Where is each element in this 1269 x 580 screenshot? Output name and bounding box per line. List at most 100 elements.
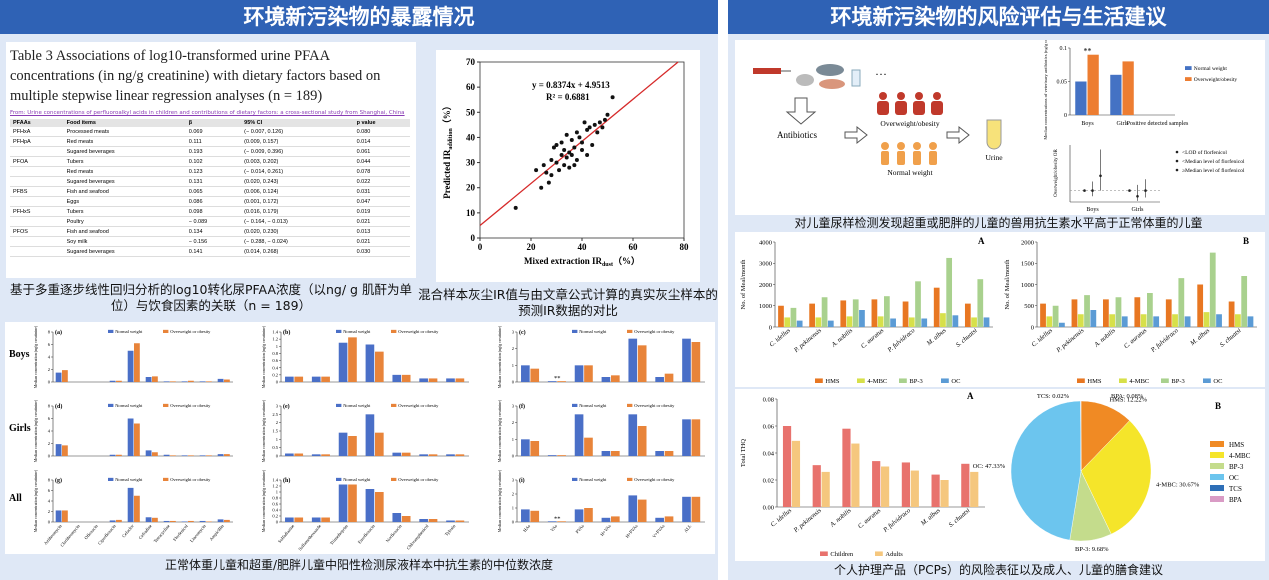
bar xyxy=(127,350,134,382)
table-cell: Eggs xyxy=(63,196,186,207)
x-tick-label: Girls xyxy=(1117,121,1130,127)
y-tick-label: 2 xyxy=(512,346,514,351)
fish-icon xyxy=(816,64,844,76)
legend-label: Children xyxy=(830,551,853,558)
table-cell xyxy=(10,196,64,207)
point xyxy=(569,153,574,158)
point xyxy=(567,165,572,170)
bar xyxy=(392,513,402,522)
bar xyxy=(1090,310,1097,327)
bar xyxy=(1134,297,1141,327)
pie-slice xyxy=(1010,400,1082,541)
x-tick-label: Enrofloxacin xyxy=(357,523,376,545)
bar xyxy=(392,452,402,456)
pill-icon xyxy=(796,74,814,86)
bar xyxy=(163,520,170,522)
y-tick-label: 4000 xyxy=(759,239,772,246)
table-cell: (0.006, 0.124) xyxy=(241,186,354,197)
legend-label: Overweight or obesity xyxy=(398,477,439,482)
bar xyxy=(790,307,797,327)
point xyxy=(559,140,564,145)
bar xyxy=(348,337,357,382)
table-row: Eggs 0.086 (0.001, 0.172) 0.047 xyxy=(10,196,410,207)
bar xyxy=(109,380,116,382)
bar xyxy=(1228,301,1235,327)
pie-label: BP-3: 9.68% xyxy=(1075,546,1109,553)
table-row: Red meats 0.123 (− 0.014, 0.261) 0.078 xyxy=(10,166,410,177)
x-tick-label: Sulfamethoxazole xyxy=(297,523,322,551)
bar xyxy=(1147,293,1153,327)
legend-swatch xyxy=(627,403,633,407)
legend-label: Overweight or obesity xyxy=(398,403,439,408)
bar xyxy=(1247,316,1254,327)
x-tick-label: H+PVAs xyxy=(625,523,639,539)
point xyxy=(577,135,582,140)
bar xyxy=(611,375,620,382)
bar xyxy=(152,517,158,522)
bar xyxy=(1235,314,1241,327)
bar xyxy=(188,380,194,382)
panel-label: B xyxy=(1243,236,1249,246)
bottom-caption: 个人护理产品（PCPs）的风险表征以及成人、儿童的膳食建议 xyxy=(834,563,1163,577)
bar xyxy=(365,414,375,456)
y-axis-label: Median concentration (ng/g creatinine) xyxy=(33,469,38,532)
row-label: Boys xyxy=(9,349,30,360)
y-tick-label: 2 xyxy=(48,441,50,446)
point xyxy=(610,95,615,100)
x-tick-label: 40 xyxy=(578,242,588,252)
point xyxy=(600,125,605,130)
table-row: PFHxA Processed meats 0.069 (− 0.007, 0.126… xyxy=(10,127,410,137)
y-tick-label: 1 xyxy=(276,344,278,349)
bar xyxy=(637,426,647,456)
y-tick-label: 1.4 xyxy=(272,478,278,483)
x-tick-label: C. idellus xyxy=(1030,327,1054,349)
bar xyxy=(902,301,909,327)
panel-label: (b) xyxy=(283,329,290,336)
bar xyxy=(1052,305,1059,327)
bar xyxy=(224,379,230,382)
table-cell: (0.003, 0.202) xyxy=(241,156,354,167)
point xyxy=(602,117,607,122)
x-tick-label: ALL xyxy=(683,523,693,533)
bar xyxy=(365,344,375,382)
point xyxy=(574,158,579,163)
bar xyxy=(1172,314,1178,327)
y-tick-label: 1500 xyxy=(1021,261,1034,268)
bar xyxy=(446,454,455,456)
x-tick-label: P. pekinensis xyxy=(792,507,823,535)
y-axis-label: Total THQ xyxy=(740,439,747,467)
bar xyxy=(691,419,701,456)
y-tick-label: 3 xyxy=(276,404,279,409)
table-cell: PFBS xyxy=(10,186,64,197)
bar xyxy=(446,378,455,382)
table-cell: 0.134 xyxy=(185,226,242,237)
y-axis-label: Median concentration (ng/g creatinine) xyxy=(261,399,266,462)
y-tick-label: 0 xyxy=(512,454,515,459)
y-tick-label: 20 xyxy=(466,183,476,193)
legend-label: BP-3 xyxy=(1229,463,1244,471)
table-header-cell: Food items xyxy=(63,119,186,127)
table-cell: (0.014, 0.268) xyxy=(241,246,354,257)
y-tick-label: 0.5 xyxy=(272,445,278,450)
annotation: ** xyxy=(554,515,561,522)
point xyxy=(605,112,610,117)
y-tick-label: 0.08 xyxy=(763,396,774,403)
y-tick-label: 2 xyxy=(48,367,50,372)
pie-label: TCS: 0.02% xyxy=(1037,393,1070,400)
table-cell: − 0.156 xyxy=(185,236,242,247)
point xyxy=(1091,189,1094,192)
bar xyxy=(637,499,647,522)
legend-label: Normal weight xyxy=(343,403,371,408)
table-row: PFHxS Tubers 0.098 (0.016, 0.179) 0.019 xyxy=(10,206,410,217)
bar xyxy=(170,520,176,522)
bar xyxy=(217,378,224,382)
table-box: Table 3 Associations of log10-transforme… xyxy=(6,42,416,278)
legend-swatch xyxy=(572,403,578,407)
table-cell: Soy milk xyxy=(63,236,186,247)
table-cell: 0.131 xyxy=(185,176,242,187)
legend-label: Normal weight xyxy=(115,403,143,408)
bar xyxy=(872,461,881,507)
bar xyxy=(375,492,384,522)
bar xyxy=(375,432,384,456)
